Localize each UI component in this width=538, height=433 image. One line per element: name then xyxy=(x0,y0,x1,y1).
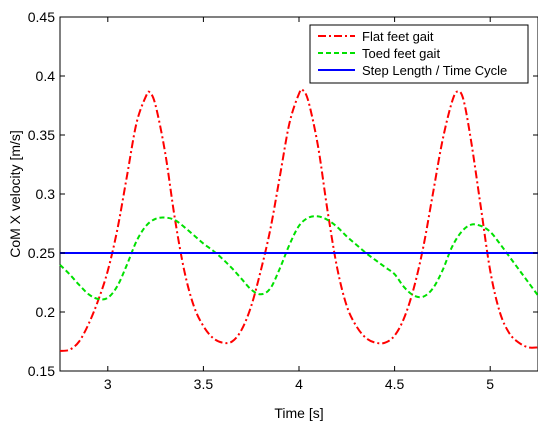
legend-label-step: Step Length / Time Cycle xyxy=(362,63,507,78)
series-line-flat-feet xyxy=(59,88,538,352)
y-tick-label: 0.45 xyxy=(28,9,55,25)
y-tick-label: 0.25 xyxy=(28,245,55,261)
x-tick-label: 3.5 xyxy=(194,376,214,392)
legend: Flat feet gait Toed feet gait Step Lengt… xyxy=(309,24,529,84)
x-tick-label: 4 xyxy=(295,376,303,392)
legend-label-toed: Toed feet gait xyxy=(362,46,440,61)
y-tick-label: 0.15 xyxy=(28,363,55,379)
legend-label-flat: Flat feet gait xyxy=(362,29,434,44)
x-tick-label: 5 xyxy=(486,376,494,392)
y-tick-label: 0.35 xyxy=(28,127,55,143)
y-tick-label: 0.3 xyxy=(36,186,56,202)
ticks-layer: 3 3.5 4 4.5 5 0.15 0.2 0.25 0.3 0.35 0.4 0.45 xyxy=(28,9,538,392)
y-tick-label: 0.4 xyxy=(36,68,56,84)
series-layer xyxy=(59,88,538,352)
x-tick-label: 3 xyxy=(104,376,112,392)
x-axis-label: Time [s] xyxy=(274,405,323,421)
x-tick-label: 4.5 xyxy=(385,376,405,392)
series-line-toed-feet xyxy=(59,215,538,301)
y-tick-label: 0.2 xyxy=(36,304,56,320)
y-axis-label: CoM X velocity [m/s] xyxy=(7,130,23,258)
